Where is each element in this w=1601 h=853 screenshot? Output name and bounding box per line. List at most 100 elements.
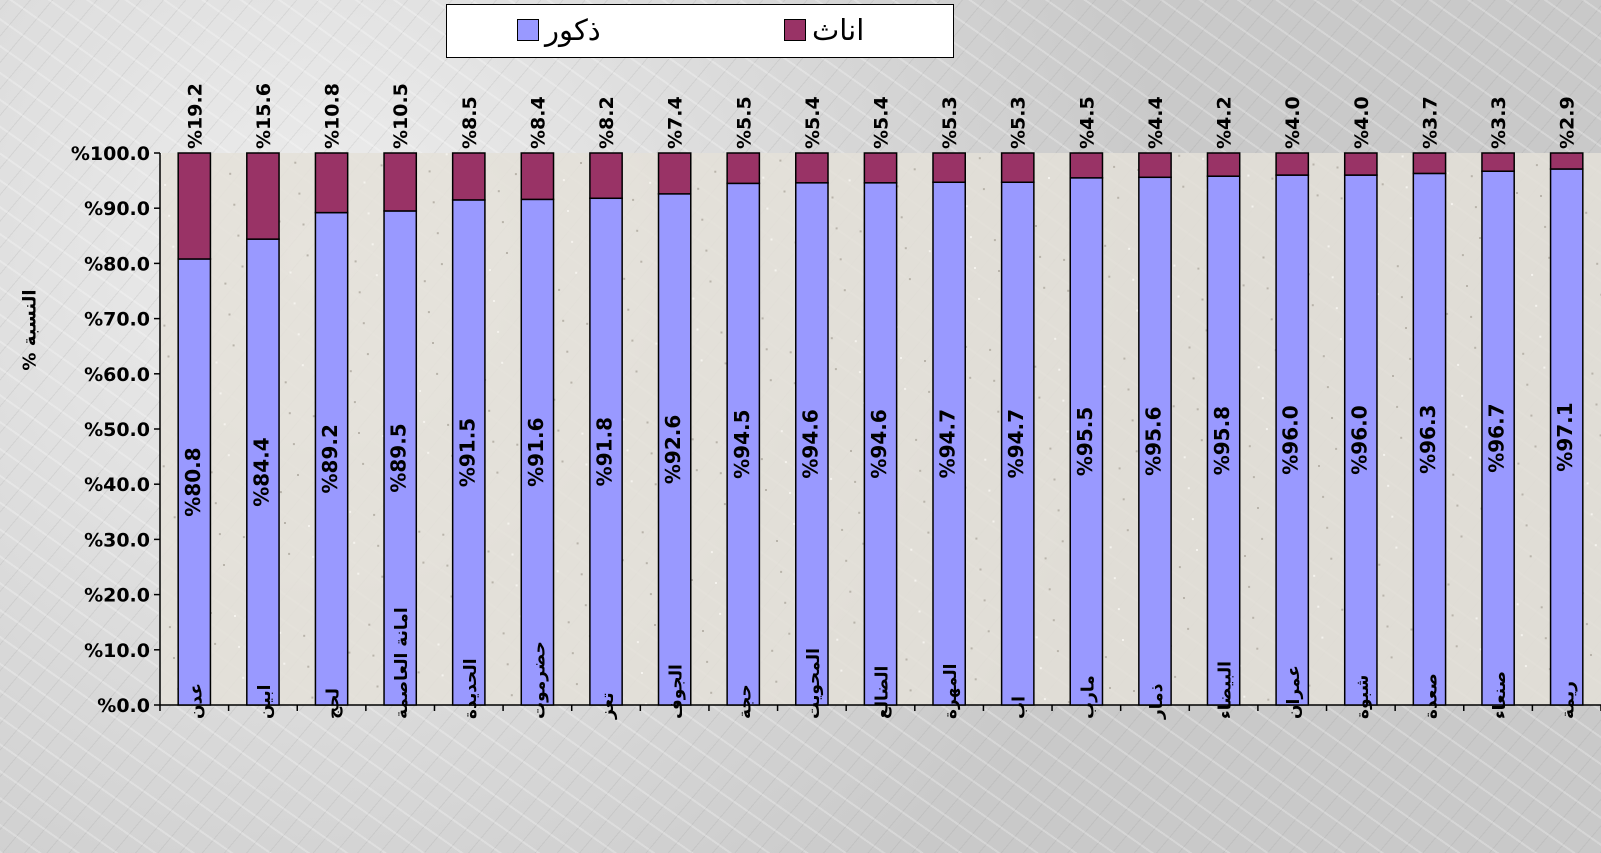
- plot-speckle: [715, 441, 718, 444]
- plot-speckle: [715, 582, 717, 584]
- plot-speckle: [905, 658, 908, 661]
- plot-speckle: [1067, 701, 1070, 704]
- bar-female: [246, 152, 280, 240]
- plot-speckle: [1135, 450, 1138, 453]
- plot-speckle: [1248, 585, 1251, 588]
- plot-speckle: [585, 463, 588, 466]
- plot-speckle: [496, 471, 499, 474]
- bar-male: [383, 210, 418, 706]
- plot-speckle: [571, 652, 574, 655]
- plot-speckle: [368, 623, 371, 626]
- plot-speckle: [831, 196, 834, 199]
- plot-speckle: [1479, 648, 1482, 651]
- plot-speckle: [845, 559, 848, 562]
- plot-speckle: [372, 654, 375, 657]
- plot-speckle: [1049, 447, 1052, 450]
- plot-speckle: [571, 240, 574, 243]
- plot-speckle: [1311, 304, 1314, 307]
- y-tick-label: %10.0: [84, 640, 150, 662]
- plot-speckle: [1376, 293, 1379, 296]
- plot-speckle: [1044, 557, 1047, 560]
- plot-speckle: [1133, 690, 1135, 692]
- x-tick-label: صنعاء: [1490, 671, 1510, 719]
- plot-speckle: [765, 348, 768, 351]
- plot-speckle: [1172, 405, 1175, 408]
- plot-speckle: [1452, 473, 1455, 476]
- plot-speckle: [1173, 264, 1176, 267]
- plot-speckle: [586, 322, 589, 325]
- plot-speckle: [654, 483, 657, 486]
- plot-speckle: [293, 302, 296, 305]
- legend-label-female: اناث: [812, 13, 865, 47]
- plot-speckle: [284, 381, 287, 384]
- plot-speckle: [353, 401, 356, 404]
- plot-speckle: [988, 489, 991, 492]
- plot-speckle: [1339, 338, 1342, 341]
- plot-speckle: [1381, 183, 1384, 186]
- plot-speckle: [1474, 206, 1477, 209]
- plot-speckle: [927, 531, 930, 534]
- plot-speckle: [575, 271, 578, 274]
- legend: اناث ذكور: [446, 4, 954, 58]
- plot-speckle: [297, 474, 299, 476]
- plot-speckle: [289, 271, 292, 274]
- plot-speckle: [294, 161, 297, 164]
- plot-speckle: [488, 409, 491, 412]
- plot-speckle: [223, 423, 226, 426]
- plot-speckle: [1117, 608, 1120, 611]
- plot-speckle: [1405, 186, 1408, 189]
- plot-speckle: [691, 438, 694, 441]
- plot-speckle: [1395, 546, 1398, 549]
- plot-speckle: [487, 550, 490, 553]
- plot-speckle: [358, 432, 360, 434]
- plot-speckle: [858, 371, 861, 374]
- plot-speckle: [507, 522, 510, 525]
- data-label-male: %97.1: [1553, 402, 1577, 471]
- plot-speckle: [576, 542, 579, 545]
- plot-speckle: [234, 615, 236, 617]
- plot-speckle: [1594, 544, 1597, 547]
- plot-speckle: [366, 353, 369, 356]
- plot-speckle: [1590, 513, 1593, 516]
- plot-speckle: [173, 657, 175, 659]
- bar-male: [1138, 176, 1172, 706]
- plot-speckle: [1474, 346, 1477, 349]
- plot-speckle: [1534, 445, 1537, 448]
- plot-speckle: [1312, 163, 1315, 166]
- x-tick-label: ابين: [255, 685, 275, 719]
- plot-speckle: [447, 423, 450, 426]
- plot-speckle: [1520, 634, 1523, 637]
- y-tick-label: %70.0: [84, 309, 150, 331]
- plot-speckle: [1191, 518, 1194, 521]
- plot-speckle: [974, 267, 976, 269]
- plot-speckle: [918, 610, 921, 613]
- plot-speckle: [242, 536, 245, 539]
- plot-speckle: [765, 489, 767, 491]
- plot-speckle: [775, 680, 778, 683]
- plot-speckle: [501, 361, 504, 364]
- plot-speckle: [279, 631, 282, 634]
- y-tick-label: %0.0: [97, 695, 150, 717]
- plot-speckle: [1383, 453, 1386, 456]
- bar-female: [1549, 152, 1584, 170]
- plot-speckle: [1205, 329, 1208, 332]
- plot-speckle: [630, 480, 633, 483]
- plot-speckle: [219, 392, 222, 395]
- plot-speckle: [835, 227, 838, 230]
- legend-item-male: ذكور: [517, 13, 601, 47]
- plot-speckle: [227, 454, 230, 457]
- plot-speckle: [1530, 414, 1533, 417]
- data-label-female: %10.8: [322, 83, 344, 149]
- x-tick-label: المهرة: [941, 664, 961, 719]
- plot-speckle: [900, 357, 902, 359]
- plot-speckle: [854, 480, 857, 483]
- plot-speckle: [562, 179, 565, 182]
- plot-speckle: [502, 632, 505, 635]
- plot-speckle: [696, 328, 699, 331]
- plot-speckle: [1178, 566, 1181, 569]
- data-label-male: %94.5: [730, 409, 754, 478]
- plot-speckle: [709, 280, 712, 283]
- plot-speckle: [1341, 608, 1344, 611]
- data-label-female: %7.4: [665, 96, 687, 149]
- plot-speckle: [1543, 366, 1546, 369]
